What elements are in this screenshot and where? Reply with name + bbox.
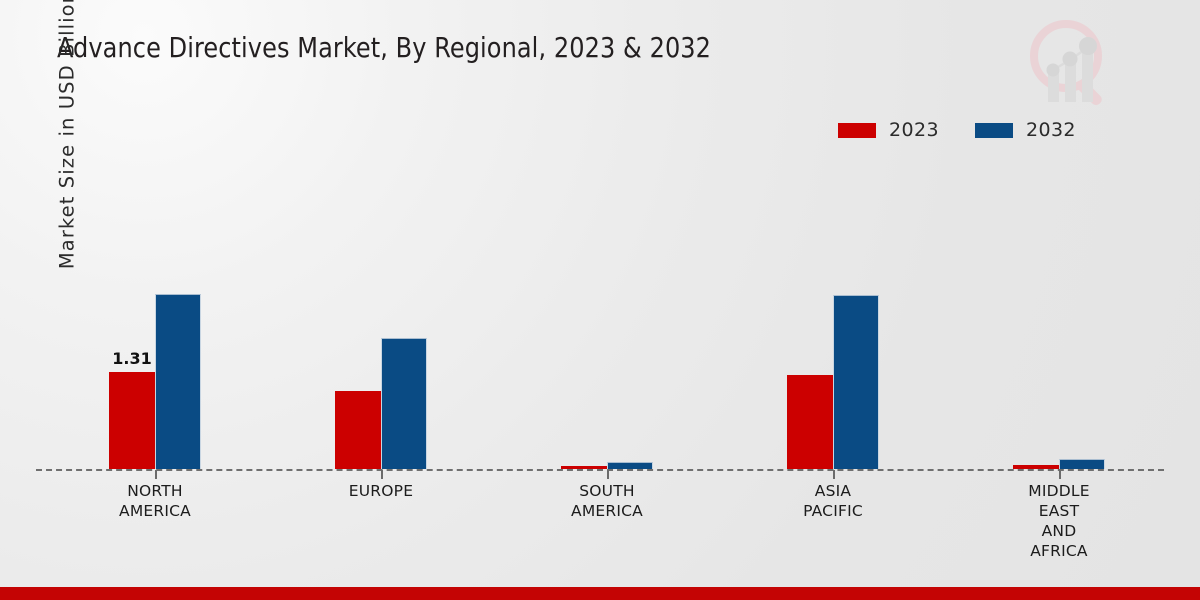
legend-swatch-2023 — [838, 122, 876, 138]
legend-swatch-2032 — [974, 122, 1013, 138]
bar-2023-middle-east-and-africa[interactable] — [1013, 465, 1059, 469]
chart-legend: 2023 2032 — [838, 119, 1076, 141]
x-label-line: PACIFIC — [803, 502, 863, 520]
x-tick-north-america — [155, 470, 157, 479]
x-label-line: EUROPE — [348, 482, 414, 500]
x-label-line: NORTH — [127, 482, 183, 500]
x-label-line: AMERICA — [119, 502, 191, 520]
bar-2032-middle-east-and-africa[interactable] — [1059, 459, 1105, 469]
x-tick-middle-east-and-africa — [1059, 470, 1061, 479]
bar-group-middle-east-and-africa — [949, 149, 1169, 469]
x-label-line: AND — [1041, 522, 1077, 540]
bar-2032-europe[interactable] — [381, 338, 427, 469]
bar-2032-south-america[interactable] — [607, 462, 653, 469]
footer-accent-bar — [0, 587, 1200, 600]
x-label-line: AMERICA — [571, 502, 643, 520]
bar-2023-asia-pacific[interactable] — [787, 375, 833, 469]
legend-label-2023: 2023 — [889, 119, 939, 141]
bar-2023-europe[interactable] — [335, 391, 381, 469]
legend-item-2023[interactable]: 2023 — [838, 119, 939, 141]
x-label-north-america: NORTH AMERICA — [45, 481, 265, 521]
x-label-asia-pacific: ASIA PACIFIC — [723, 481, 943, 521]
x-label-europe: EUROPE — [271, 481, 491, 501]
legend-label-2032: 2032 — [1025, 119, 1076, 141]
x-label-south-america: SOUTH AMERICA — [497, 481, 717, 521]
bar-group-asia-pacific — [723, 149, 943, 469]
x-label-line: SOUTH — [579, 482, 635, 500]
x-label-line: ASIA — [814, 482, 852, 500]
bar-2032-asia-pacific[interactable] — [833, 295, 879, 469]
x-tick-europe — [381, 470, 383, 479]
legend-item-2032[interactable]: 2032 — [974, 119, 1076, 141]
bar-2023-north-america[interactable]: 1.31 — [109, 349, 155, 469]
x-tick-asia-pacific — [833, 470, 835, 479]
x-label-line: MIDDLE — [1028, 482, 1090, 500]
bar-2023-south-america[interactable] — [561, 466, 607, 469]
x-label-line: EAST — [1038, 502, 1080, 520]
x-tick-south-america — [607, 470, 609, 479]
x-label-line: AFRICA — [1030, 542, 1088, 560]
bar-group-south-america — [497, 149, 717, 469]
page-title: Advance Directives Market, By Regional, … — [57, 32, 712, 64]
bar-group-europe — [271, 149, 491, 469]
bar-group-north-america: 1.31 — [45, 149, 265, 469]
x-axis-baseline — [36, 469, 1164, 471]
x-label-middle-east-and-africa: MIDDLE EAST AND AFRICA — [949, 481, 1169, 561]
bar-2032-north-america[interactable] — [155, 294, 201, 469]
bar-value-2023-north-america: 1.31 — [112, 349, 152, 368]
